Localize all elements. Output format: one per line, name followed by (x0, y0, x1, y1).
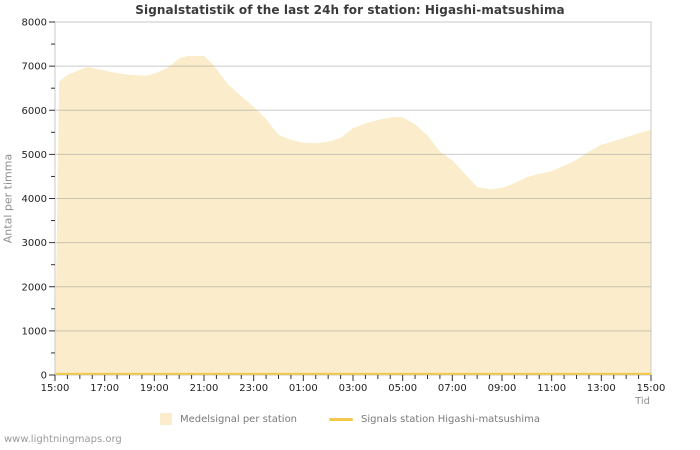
x-tick-label: 11:00 (537, 383, 566, 394)
y-tick-label: 1000 (22, 326, 47, 337)
x-tick-label: 21:00 (190, 383, 219, 394)
y-tick-label: 5000 (22, 150, 47, 161)
legend-item-station-signals: Signals station Higashi-matsushima (329, 414, 540, 425)
chart-canvas: 0 1000 2000 3000 4000 5000 6000 7000 8000 15:00 17… (22, 18, 666, 408)
chart-legend: Medelsignal per station Signals station … (0, 410, 700, 428)
x-tick-label: 13:00 (587, 383, 616, 394)
x-axis-title: Tid (634, 396, 650, 407)
chart-title: Signalstatistik of the last 24h for stat… (135, 3, 565, 17)
y-tick-label: 7000 (22, 62, 47, 73)
x-tick-label: 07:00 (438, 383, 467, 394)
y-tick-label: 6000 (22, 106, 47, 117)
legend-label-medelsignal: Medelsignal per station (180, 413, 298, 425)
area-swatch-icon (160, 413, 172, 425)
y-tick-label: 4000 (22, 194, 47, 205)
x-tick-label: 23:00 (239, 383, 268, 394)
watermark-text: www.lightningmaps.org (4, 434, 122, 445)
legend-item-medelsignal: Medelsignal per station (160, 413, 297, 425)
y-tick-label: 8000 (22, 18, 47, 29)
legend-label-station-signals: Signals station Higashi-matsushima (361, 413, 540, 425)
line-swatch-icon (329, 417, 354, 421)
y-tick-label: 0 (41, 371, 47, 382)
x-tick-label: 01:00 (289, 383, 318, 394)
area-series-medelsignal (55, 56, 651, 375)
x-tick-label: 19:00 (140, 383, 169, 394)
x-tick-label: 03:00 (339, 383, 368, 394)
x-tick-label: 17:00 (90, 383, 119, 394)
x-tick-label: 15:00 (41, 383, 70, 394)
x-tick-label: 05:00 (388, 383, 417, 394)
x-tick-label: 09:00 (488, 383, 517, 394)
x-tick-label: 15:00 (637, 383, 666, 394)
y-tick-label: 2000 (22, 282, 47, 293)
y-tick-label: 3000 (22, 238, 47, 249)
